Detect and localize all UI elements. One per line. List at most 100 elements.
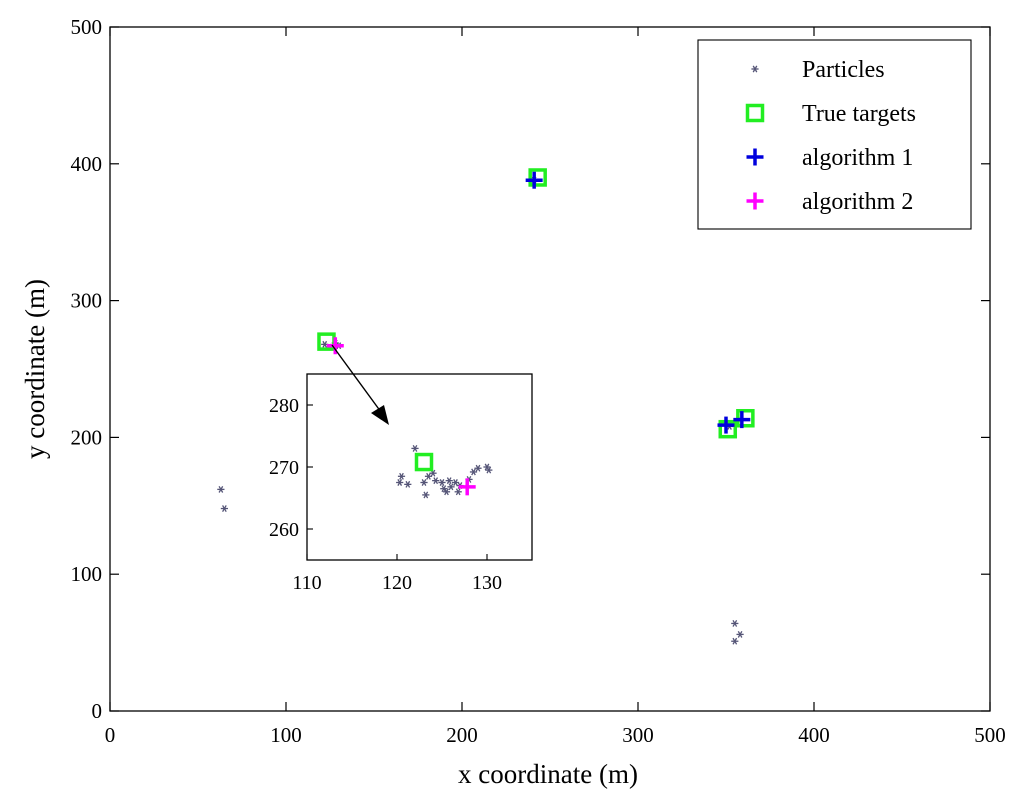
x-tick-label: 400 (798, 723, 830, 747)
inset-particle-point (397, 472, 406, 480)
algorithm2-marker (326, 337, 344, 355)
legend-swatch (751, 65, 759, 73)
particle-stroke (426, 472, 431, 480)
inset-particle-point (485, 466, 493, 474)
y-tick-label: 200 (71, 425, 103, 449)
true-target-marker (528, 168, 547, 187)
x-tick-label: 0 (105, 723, 116, 747)
legend-item-true-targets: True targets (745, 101, 916, 127)
inset-x-tick-label: 110 (292, 572, 321, 594)
particle-stroke (430, 469, 436, 477)
x-tick-label: 500 (974, 723, 1006, 747)
particle-stroke (412, 444, 418, 452)
legend-label: Particles (802, 57, 885, 83)
inset-particle-point (404, 480, 412, 488)
y-tick-label: 0 (92, 699, 103, 723)
y-tick-labels: 0 100 200 300 400 500 (71, 15, 103, 723)
legend: Particles True targets algorithm 1 algorith… (745, 57, 916, 215)
legend-swatch (746, 148, 764, 166)
particle-stroke (423, 491, 429, 499)
inset-algorithm2-marker (458, 478, 476, 496)
y-tick-label: 400 (71, 152, 103, 176)
particle-point (731, 637, 739, 645)
particle-stroke (322, 340, 328, 348)
x-tick-labels: 0 100 200 300 400 500 (105, 723, 1006, 747)
legend-item-particles: Particles (751, 57, 885, 83)
y-axis-label: y coordinate (m) (20, 279, 50, 459)
particle-stroke (441, 485, 447, 493)
zoom-arrow-head (371, 405, 389, 425)
inset-x-tick-label: 130 (472, 572, 502, 594)
inset-particle-point (447, 483, 455, 491)
particle-stroke (475, 464, 481, 472)
inset-particle-point (438, 479, 446, 486)
particle-stroke (455, 488, 461, 496)
inset-x-tick-label: 120 (382, 572, 412, 594)
particle-stroke (752, 65, 758, 73)
inset-marks (396, 444, 493, 499)
inset-particle-point (474, 464, 482, 472)
inset-ticks (306, 404, 488, 560)
legend-item-algorithm-1: algorithm 1 (746, 145, 913, 171)
inset-true-target-marker (414, 452, 434, 472)
zoom-arrow-line (331, 344, 382, 413)
inset-tick-labels: 110 120 130 260 270 280 (269, 395, 502, 594)
inset-particle-point (451, 479, 460, 486)
inset-particle-point (422, 491, 430, 499)
inset-y-tick-label: 280 (269, 395, 299, 417)
inset-particle-point (442, 488, 451, 496)
legend-label: True targets (802, 101, 916, 127)
x-tick-label: 300 (622, 723, 654, 747)
legend-box (697, 39, 972, 230)
particle-stroke (405, 480, 411, 488)
particle-stroke (732, 637, 738, 645)
inset-particle-point (454, 488, 462, 496)
algorithm1-marker (525, 171, 543, 189)
inset-y-tick-label: 270 (269, 457, 299, 479)
particle-point (220, 505, 228, 512)
inset-particle-point (440, 485, 448, 493)
y-tick-label: 300 (71, 289, 103, 313)
particle-stroke (222, 505, 227, 512)
particle-stroke (446, 477, 452, 485)
particle-stroke (444, 488, 449, 496)
inset-particle-point (411, 444, 419, 452)
particle-stroke (448, 483, 454, 491)
particle-stroke (737, 630, 743, 638)
true-target-marker (718, 419, 738, 439)
inset-particle-point (469, 468, 478, 476)
legend-label: algorithm 1 (802, 145, 913, 171)
y-tick-label: 100 (71, 562, 103, 586)
particle-stroke (453, 479, 458, 486)
x-axis-label: x coordinate (m) (458, 759, 638, 789)
inset-particle-point (396, 479, 404, 486)
axis-ticks (109, 26, 991, 712)
legend-swatch (746, 192, 764, 210)
inset-particle-point (432, 477, 440, 485)
x-tick-label: 200 (446, 723, 478, 747)
inset-particle-point (445, 477, 453, 485)
data-marks (217, 168, 755, 645)
algorithm1-marker (733, 411, 751, 429)
inset-particle-point (420, 479, 428, 486)
particle-stroke (218, 485, 224, 493)
particle-stroke (471, 468, 476, 476)
legend-item-algorithm-2: algorithm 2 (746, 189, 913, 215)
legend-label: algorithm 2 (802, 189, 913, 215)
particle-stroke (399, 472, 404, 480)
inset-y-tick-label: 260 (269, 519, 299, 541)
particle-point (217, 485, 225, 493)
algorithm1-marker (717, 416, 735, 434)
particle-point (736, 630, 744, 638)
legend-swatch (745, 103, 765, 123)
particle-point (731, 620, 739, 627)
particle-stroke (397, 479, 403, 486)
inset-frame (306, 373, 533, 561)
x-tick-label: 100 (270, 723, 302, 747)
y-tick-label: 500 (71, 15, 103, 39)
particle-stroke (486, 466, 492, 474)
particle-stroke (433, 477, 439, 485)
particle-stroke (439, 479, 445, 486)
particle-stroke (421, 479, 427, 486)
